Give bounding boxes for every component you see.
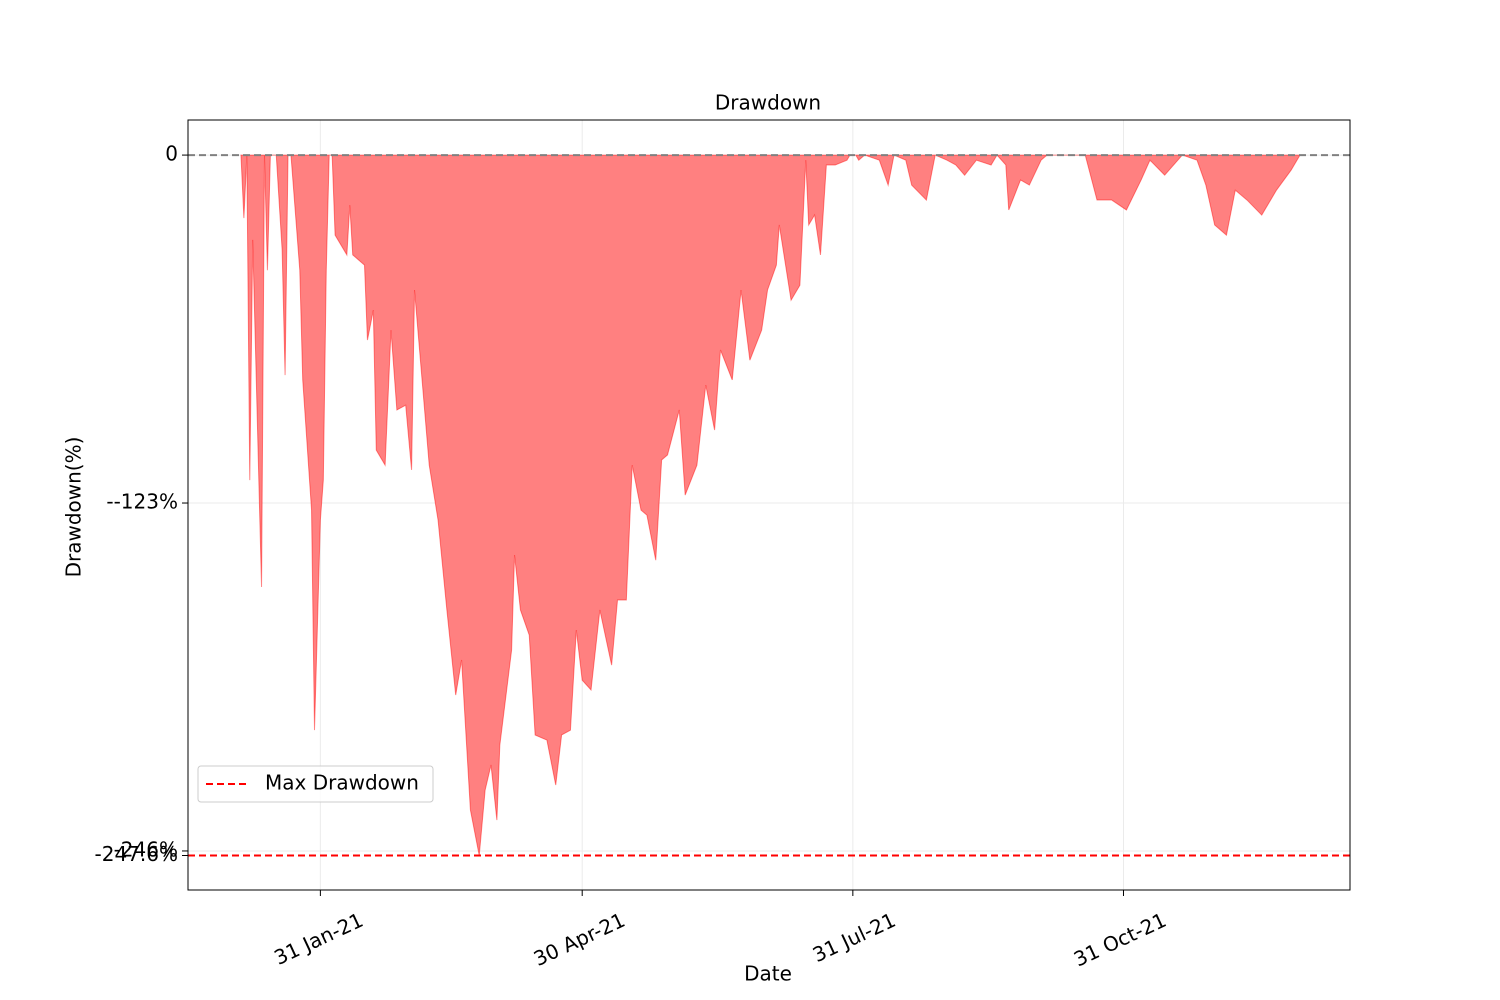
plot-frame — [187, 119, 1351, 891]
drawdown-area — [240, 154, 1301, 856]
y-tick-label: 0 — [165, 142, 178, 166]
y-tick-label: -246% — [114, 837, 178, 861]
chart-title: Drawdown — [715, 91, 821, 115]
legend-label: Max Drawdown — [265, 771, 419, 795]
legend-box — [197, 765, 434, 803]
y-tick-label: -247.6% — [95, 842, 178, 866]
y-axis-label: Drawdown(%) — [62, 437, 86, 578]
x-axis-label: Date — [744, 962, 792, 986]
y-tick-label: --123% — [106, 490, 178, 514]
